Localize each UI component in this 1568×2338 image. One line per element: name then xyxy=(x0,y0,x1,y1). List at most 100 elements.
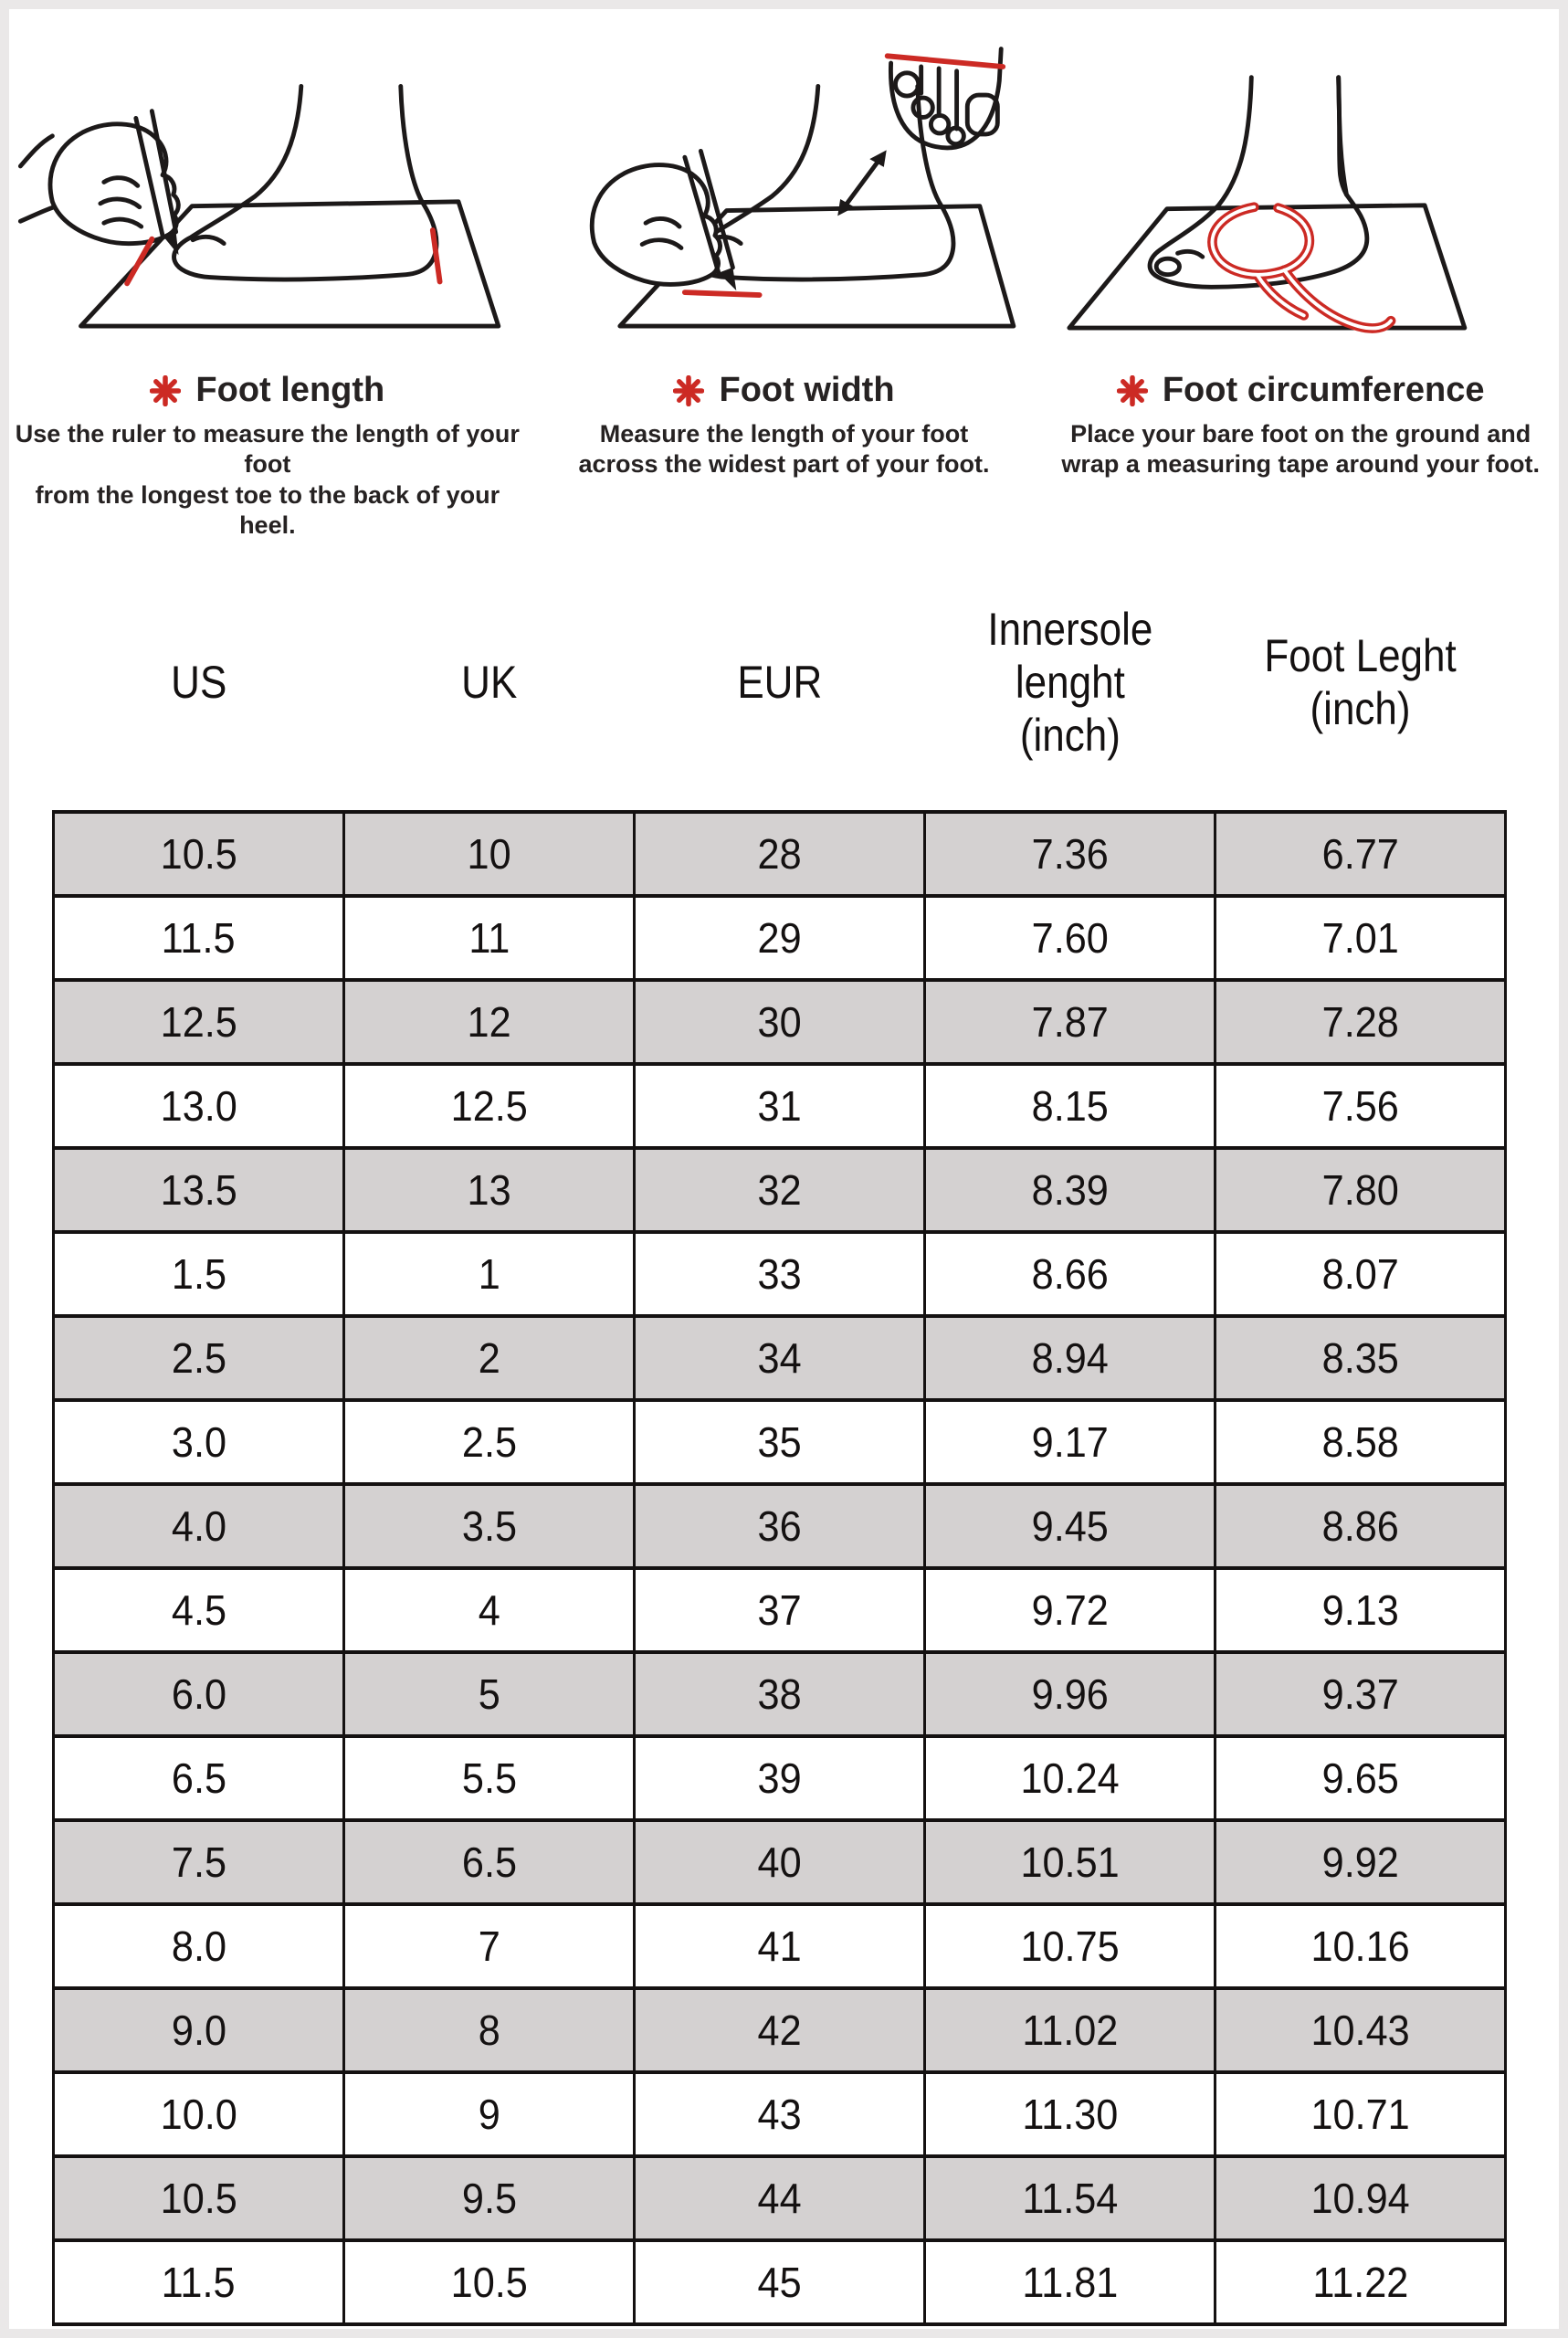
table-row: 2.5 2 34 8.94 8.35 xyxy=(52,1313,1507,1402)
cell-value: 3.5 xyxy=(461,1501,517,1550)
table-cell: 9 xyxy=(342,2069,636,2158)
paper-outline xyxy=(79,199,501,329)
instruction-title: Foot length xyxy=(195,371,385,409)
cell-value: 9.0 xyxy=(171,2006,226,2054)
measurement-instructions: Foot length Use the ruler to measure the… xyxy=(9,9,1559,542)
cell-value: 4 xyxy=(478,1585,500,1634)
cell-value: 2.5 xyxy=(171,1333,226,1382)
cell-value: 33 xyxy=(757,1249,802,1298)
table-cell: 1 xyxy=(342,1229,636,1318)
table-cell: 8.15 xyxy=(923,1061,1216,1150)
table-cell: 6.5 xyxy=(52,1733,345,1822)
cell-value: 40 xyxy=(757,1838,802,1886)
cell-value: 9.17 xyxy=(1031,1417,1109,1466)
table-cell: 35 xyxy=(633,1397,926,1486)
cell-value: 2.5 xyxy=(461,1417,517,1466)
table-cell: 8.0 xyxy=(52,1901,345,1990)
cell-value: 12 xyxy=(467,997,511,1046)
cell-value: 10.5 xyxy=(450,2258,528,2306)
table-cell: 9.5 xyxy=(342,2154,636,2242)
table-cell: 12.5 xyxy=(342,1061,636,1150)
cell-value: 10 xyxy=(467,829,511,878)
table-cell: 11.5 xyxy=(52,893,345,982)
pen-tip xyxy=(163,231,179,256)
cell-value: 11.81 xyxy=(1021,2258,1118,2306)
column-header-eur: EUR xyxy=(634,541,925,812)
cell-value: 41 xyxy=(757,1922,802,1970)
cell-value: 9.37 xyxy=(1321,1669,1399,1718)
cell-value: 10.94 xyxy=(1310,2174,1410,2222)
table-cell: 8.07 xyxy=(1214,1229,1507,1318)
table-cell: 4.5 xyxy=(52,1565,345,1654)
cell-value: 6.77 xyxy=(1321,829,1399,878)
foot-width-illustration xyxy=(589,47,1016,329)
table-cell: 2.5 xyxy=(342,1397,636,1486)
cell-value: 8.15 xyxy=(1031,1081,1109,1130)
table-cell: 7.56 xyxy=(1214,1061,1507,1150)
table-cell: 7.36 xyxy=(923,809,1216,898)
table-cell: 8.39 xyxy=(923,1145,1216,1234)
cell-value: 6.5 xyxy=(461,1838,517,1886)
arrow-line xyxy=(840,154,883,212)
cell-value: 8.94 xyxy=(1031,1333,1109,1382)
table-cell: 7.87 xyxy=(923,977,1216,1066)
cell-value: 9.65 xyxy=(1321,1754,1399,1802)
table-row: 8.0 7 41 10.75 10.16 xyxy=(52,1901,1507,1990)
cell-value: 43 xyxy=(757,2090,802,2138)
cell-value: 1 xyxy=(478,1249,500,1298)
table-cell: 7.5 xyxy=(52,1817,345,1906)
instruction-description: Measure the length of your foot across t… xyxy=(578,420,990,479)
column-header-innersole-length: Innersole lenght (inch) xyxy=(924,541,1215,812)
table-cell: 6.5 xyxy=(342,1817,636,1906)
table-cell: 10.5 xyxy=(52,809,345,898)
cell-value: 45 xyxy=(757,2258,802,2306)
table-cell: 9.96 xyxy=(923,1649,1216,1738)
table-cell: 41 xyxy=(633,1901,926,1990)
table-cell: 9.0 xyxy=(52,1985,345,2074)
cell-value: 8.58 xyxy=(1321,1417,1399,1466)
table-cell: 8.86 xyxy=(1214,1481,1507,1570)
table-cell: 6.0 xyxy=(52,1649,345,1738)
table-cell: 2.5 xyxy=(52,1313,345,1402)
cell-value: 11 xyxy=(468,913,510,962)
table-cell: 3.0 xyxy=(52,1397,345,1486)
instruction-caption: Foot circumference xyxy=(1116,371,1485,410)
table-cell: 10.5 xyxy=(342,2238,636,2326)
table-row: 1.5 1 33 8.66 8.07 xyxy=(52,1229,1507,1318)
width-mark xyxy=(681,290,763,298)
table-row: 11.5 10.5 45 11.81 11.22 xyxy=(52,2238,1507,2326)
table-cell: 11.02 xyxy=(923,1985,1216,2074)
cell-value: 9.92 xyxy=(1321,1838,1399,1886)
cell-value: 9.5 xyxy=(461,2174,517,2222)
table-cell: 11.22 xyxy=(1214,2238,1507,2326)
cell-value: 10.71 xyxy=(1310,2090,1410,2138)
table-cell: 9.13 xyxy=(1214,1565,1507,1654)
table-cell: 7.60 xyxy=(923,893,1216,982)
cell-value: 10.5 xyxy=(160,829,237,878)
cell-value: 11.22 xyxy=(1311,2258,1408,2306)
table-row: 6.0 5 38 9.96 9.37 xyxy=(52,1649,1507,1738)
cell-value: 9.13 xyxy=(1321,1585,1399,1634)
cell-value: 10.5 xyxy=(160,2174,237,2222)
cell-value: 11.5 xyxy=(162,2258,236,2306)
table-row: 7.5 6.5 40 10.51 9.92 xyxy=(52,1817,1507,1906)
cell-value: 13 xyxy=(467,1165,511,1214)
cell-value: 29 xyxy=(757,913,802,962)
foot-length-illustration xyxy=(17,83,501,329)
table-row: 9.0 8 42 11.02 10.43 xyxy=(52,1985,1507,2074)
cell-value: 8.07 xyxy=(1321,1249,1399,1298)
table-cell: 10.5 xyxy=(52,2154,345,2242)
table-cell: 9.37 xyxy=(1214,1649,1507,1738)
table-cell: 10.94 xyxy=(1214,2154,1507,2242)
table-cell: 10.16 xyxy=(1214,1901,1507,1990)
arrow-head-down xyxy=(837,198,855,216)
cell-value: 10.16 xyxy=(1310,1922,1410,1970)
cell-value: 28 xyxy=(757,829,802,878)
cell-value: 7.80 xyxy=(1321,1165,1399,1214)
cell-value: 36 xyxy=(757,1501,802,1550)
table-cell: 11.5 xyxy=(52,2238,345,2326)
instruction-description: Use the ruler to measure the length of y… xyxy=(15,420,520,540)
cell-value: 7.56 xyxy=(1321,1081,1399,1130)
cell-value: 35 xyxy=(757,1417,802,1466)
